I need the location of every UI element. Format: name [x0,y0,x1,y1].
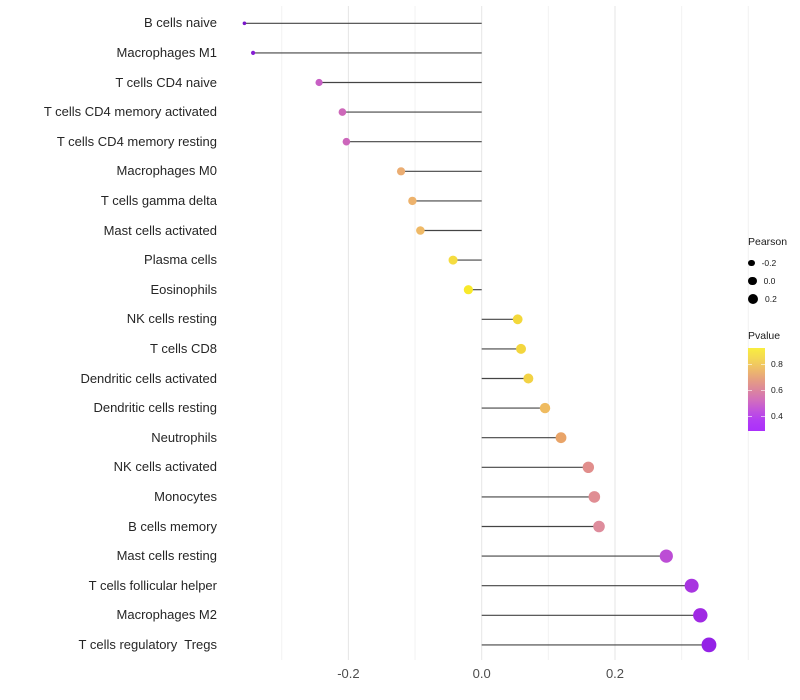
gridlines [281,6,749,660]
size-dot-label: -0.2 [761,258,777,268]
lollipop-point [242,21,247,26]
category-label: T cells gamma delta [100,192,217,208]
category-label: Monocytes [154,488,217,504]
lollipop-point [539,402,551,414]
colorbar-notch [761,415,765,417]
lollipop-point [659,549,673,563]
lollipop-point [250,50,256,56]
category-label: Plasma cells [144,252,217,268]
category-label: NK cells activated [113,459,217,475]
lollipop-point [593,520,605,533]
category-label: B cells memory [128,518,217,534]
x-tick-label: -0.2 [337,666,360,681]
category-label: T cells CD4 naive [115,74,217,90]
lollipop-point [701,637,717,653]
pearson-size-legend: Pearson -0.2 0.0 0.2 [742,236,800,308]
lollipop-point [588,491,601,503]
category-label: T cells CD8 [150,340,217,356]
lollipop-point [463,285,473,295]
lollipop-point [582,461,595,473]
category-label: B cells naive [144,15,217,31]
colorbar-notch [748,415,752,417]
colorbar-notch [748,390,752,392]
category-label: Macrophages M2 [116,607,217,623]
lollipop-points [242,21,717,653]
category-label: NK cells resting [126,311,217,327]
category-label: Mast cells resting [116,548,217,564]
lollipop-point [693,608,708,623]
pearson-legend-item: 0.2 [748,290,800,308]
lollipop-point [408,196,417,206]
category-label: Macrophages M0 [116,163,217,179]
colorbar-tick-label: 0.6 [771,385,783,396]
colorbar-notch [748,364,752,366]
category-label: T cells follicular helper [88,577,217,593]
size-dot-medium [748,276,757,286]
category-label: T cells CD4 memory resting [56,133,217,149]
category-label: Dendritic cells resting [93,400,217,416]
x-tick-label: 0.2 [605,666,625,681]
lollipop-point [315,78,323,87]
lollipop-point [342,137,351,146]
category-label: Neutrophils [151,429,217,445]
category-label: Eosinophils [150,281,218,297]
colorbar-tick-label: 0.8 [771,359,783,370]
category-label: Dendritic cells activated [80,370,217,386]
x-tick-label: 0.0 [472,666,491,681]
lollipop-point [448,255,458,265]
lollipop-point [396,167,406,176]
category-label: T cells CD4 memory activated [43,104,217,120]
category-label: Mast cells activated [103,222,217,238]
lollipop-point [555,432,567,444]
category-label: T cells regulatory Tregs [78,636,217,652]
colorbar-notch [761,390,765,392]
size-dot-label: 0.0 [763,276,776,286]
lollipop-point [516,343,527,354]
lollipop-point [338,108,347,116]
pvalue-colorbar [748,348,765,431]
lollipop-point [523,373,534,384]
colorbar-tick-label: 0.4 [771,410,783,421]
size-dot-label: 0.2 [765,294,777,304]
lollipop-point [684,578,699,593]
pearson-legend-item: -0.2 [748,254,800,272]
pearson-legend-item: 0.0 [748,272,800,290]
size-dot-small [748,259,755,267]
lollipop-point [512,314,523,325]
size-dot-large [748,294,758,304]
pvalue-legend-title: Pvalue [748,330,781,342]
legend: Pearson -0.2 0.0 0.2 Pvalue [742,236,800,438]
pearson-legend-title: Pearson [748,236,788,248]
lollipop-stems [244,22,709,646]
lollipop-point [416,226,425,235]
category-label: Macrophages M1 [116,44,217,60]
pvalue-color-legend: Pvalue 0.8 0.6 0.4 [742,330,800,438]
colorbar-notch [761,364,765,366]
